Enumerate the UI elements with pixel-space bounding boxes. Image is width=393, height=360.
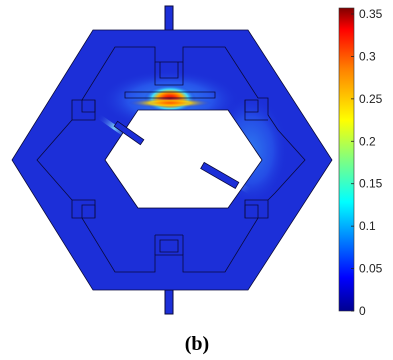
colorbar-tick-label: 0.3 — [359, 49, 376, 63]
left-probe — [113, 120, 145, 146]
colorbar-tick-label: 0.1 — [359, 219, 376, 233]
inner-hole — [104, 109, 263, 209]
colorbar: 0.35 0.3 0.25 0.2 0.15 0.1 0.05 0 — [338, 7, 383, 318]
warm-strip — [128, 98, 212, 108]
circuit-traces — [36, 46, 306, 273]
colorbar-tick-label: 0.15 — [359, 177, 383, 191]
colorbar-tick-label: 0.25 — [359, 92, 383, 106]
colorbar-tick-label: 0.05 — [359, 262, 383, 276]
colorbar-tick-label: 0 — [359, 304, 366, 318]
colorbar-ticks: 0.35 0.3 0.25 0.2 0.15 0.1 0.05 0 — [351, 7, 383, 318]
colorbar-bar — [338, 7, 355, 312]
right-probe — [200, 161, 240, 190]
colorbar-tick-label: 0.35 — [359, 7, 383, 21]
bottom-feed-stub — [164, 289, 174, 315]
colorbar-tick-label: 0.2 — [359, 134, 376, 148]
figure-caption: (b) — [185, 333, 209, 355]
